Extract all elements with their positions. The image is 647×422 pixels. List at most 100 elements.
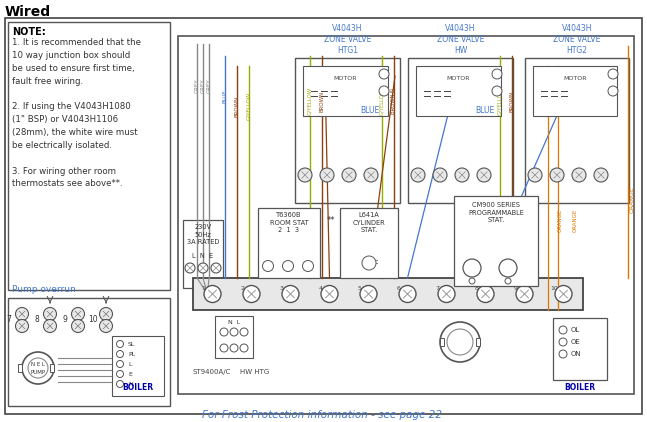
Circle shape: [220, 328, 228, 336]
Circle shape: [116, 371, 124, 378]
Circle shape: [559, 326, 567, 334]
Circle shape: [230, 328, 238, 336]
Circle shape: [364, 168, 378, 182]
Circle shape: [399, 286, 416, 303]
Circle shape: [240, 328, 248, 336]
Circle shape: [455, 168, 469, 182]
Text: BOILER: BOILER: [564, 384, 595, 392]
Circle shape: [433, 168, 447, 182]
Text: ON: ON: [571, 351, 582, 357]
Text: 1: 1: [363, 260, 367, 265]
Text: N  L: N L: [228, 319, 240, 325]
Text: ORANGE: ORANGE: [573, 208, 578, 232]
Text: 1: 1: [202, 286, 206, 290]
Circle shape: [100, 308, 113, 320]
Text: 7: 7: [6, 316, 12, 325]
Text: Wired: Wired: [5, 5, 51, 19]
Text: BLUE: BLUE: [223, 89, 228, 103]
Circle shape: [116, 381, 124, 387]
Circle shape: [608, 69, 618, 79]
Circle shape: [469, 278, 475, 284]
Text: 6: 6: [397, 286, 400, 290]
Circle shape: [298, 168, 312, 182]
Text: L641A
CYLINDER
STAT.: L641A CYLINDER STAT.: [353, 212, 386, 233]
Text: V4043H
ZONE VALVE
HTG2: V4043H ZONE VALVE HTG2: [553, 24, 600, 55]
Circle shape: [303, 260, 314, 271]
Text: L  N  E: L N E: [192, 253, 214, 259]
Text: 4: 4: [318, 286, 322, 290]
Circle shape: [360, 286, 377, 303]
Circle shape: [243, 286, 260, 303]
Circle shape: [411, 168, 425, 182]
Bar: [408, 58, 513, 203]
Circle shape: [516, 286, 533, 303]
Text: B: B: [505, 263, 510, 273]
Circle shape: [263, 260, 274, 271]
Text: E: E: [128, 371, 132, 376]
Text: Pump overrun: Pump overrun: [12, 285, 76, 294]
Text: HW HTG: HW HTG: [240, 369, 269, 375]
Circle shape: [72, 319, 85, 333]
Text: 8: 8: [35, 316, 39, 325]
Text: MOTOR: MOTOR: [564, 76, 587, 81]
Bar: [215, 316, 253, 358]
Text: 2: 2: [241, 286, 245, 290]
Text: BROWN: BROWN: [320, 90, 325, 112]
Circle shape: [492, 86, 502, 96]
Circle shape: [198, 263, 208, 273]
Text: 7: 7: [435, 286, 439, 290]
Circle shape: [211, 263, 221, 273]
Circle shape: [438, 286, 455, 303]
Text: 9: 9: [63, 316, 67, 325]
Circle shape: [16, 308, 28, 320]
Text: V4043H
ZONE VALVE
HW: V4043H ZONE VALVE HW: [437, 24, 484, 55]
Bar: [112, 336, 164, 396]
Circle shape: [22, 352, 54, 384]
Bar: [18, 364, 22, 372]
Circle shape: [220, 344, 228, 352]
Text: 5: 5: [358, 286, 362, 290]
Circle shape: [492, 69, 502, 79]
Bar: [258, 208, 320, 278]
Circle shape: [550, 168, 564, 182]
Text: ORANGE: ORANGE: [558, 208, 562, 232]
Circle shape: [283, 260, 294, 271]
Text: T6360B
ROOM STAT
2  1  3: T6360B ROOM STAT 2 1 3: [270, 212, 309, 233]
Text: BLUE: BLUE: [360, 106, 379, 114]
Circle shape: [559, 350, 567, 358]
Circle shape: [463, 259, 481, 277]
Text: GREY: GREY: [206, 78, 212, 93]
Bar: [295, 58, 400, 203]
Circle shape: [320, 168, 334, 182]
Circle shape: [594, 168, 608, 182]
Text: BOILER: BOILER: [122, 383, 153, 392]
Text: NOTE:: NOTE:: [12, 27, 46, 37]
Text: CM900 SERIES
PROGRAMMABLE
STAT.: CM900 SERIES PROGRAMMABLE STAT.: [468, 202, 524, 223]
Circle shape: [528, 168, 542, 182]
Circle shape: [28, 358, 48, 378]
Circle shape: [555, 286, 572, 303]
Text: PL: PL: [128, 352, 135, 357]
Circle shape: [116, 360, 124, 368]
Circle shape: [362, 256, 376, 270]
Text: N E L: N E L: [453, 335, 467, 341]
Bar: [8, 22, 170, 290]
Text: PUMP: PUMP: [30, 370, 45, 374]
Text: MOTOR: MOTOR: [446, 76, 470, 81]
Text: G/YELLOW: G/YELLOW: [380, 87, 384, 114]
Bar: [476, 338, 480, 346]
Circle shape: [477, 286, 494, 303]
Text: SL: SL: [128, 341, 135, 346]
Bar: [533, 66, 617, 116]
Bar: [50, 364, 54, 372]
Circle shape: [72, 308, 85, 320]
Text: V4043H
ZONE VALVE
HTG1: V4043H ZONE VALVE HTG1: [324, 24, 371, 55]
Circle shape: [477, 168, 491, 182]
Circle shape: [342, 168, 356, 182]
Circle shape: [185, 263, 195, 273]
Text: 10: 10: [551, 286, 558, 290]
Text: 9: 9: [514, 286, 518, 290]
Circle shape: [572, 168, 586, 182]
Bar: [416, 66, 501, 116]
Circle shape: [43, 319, 56, 333]
